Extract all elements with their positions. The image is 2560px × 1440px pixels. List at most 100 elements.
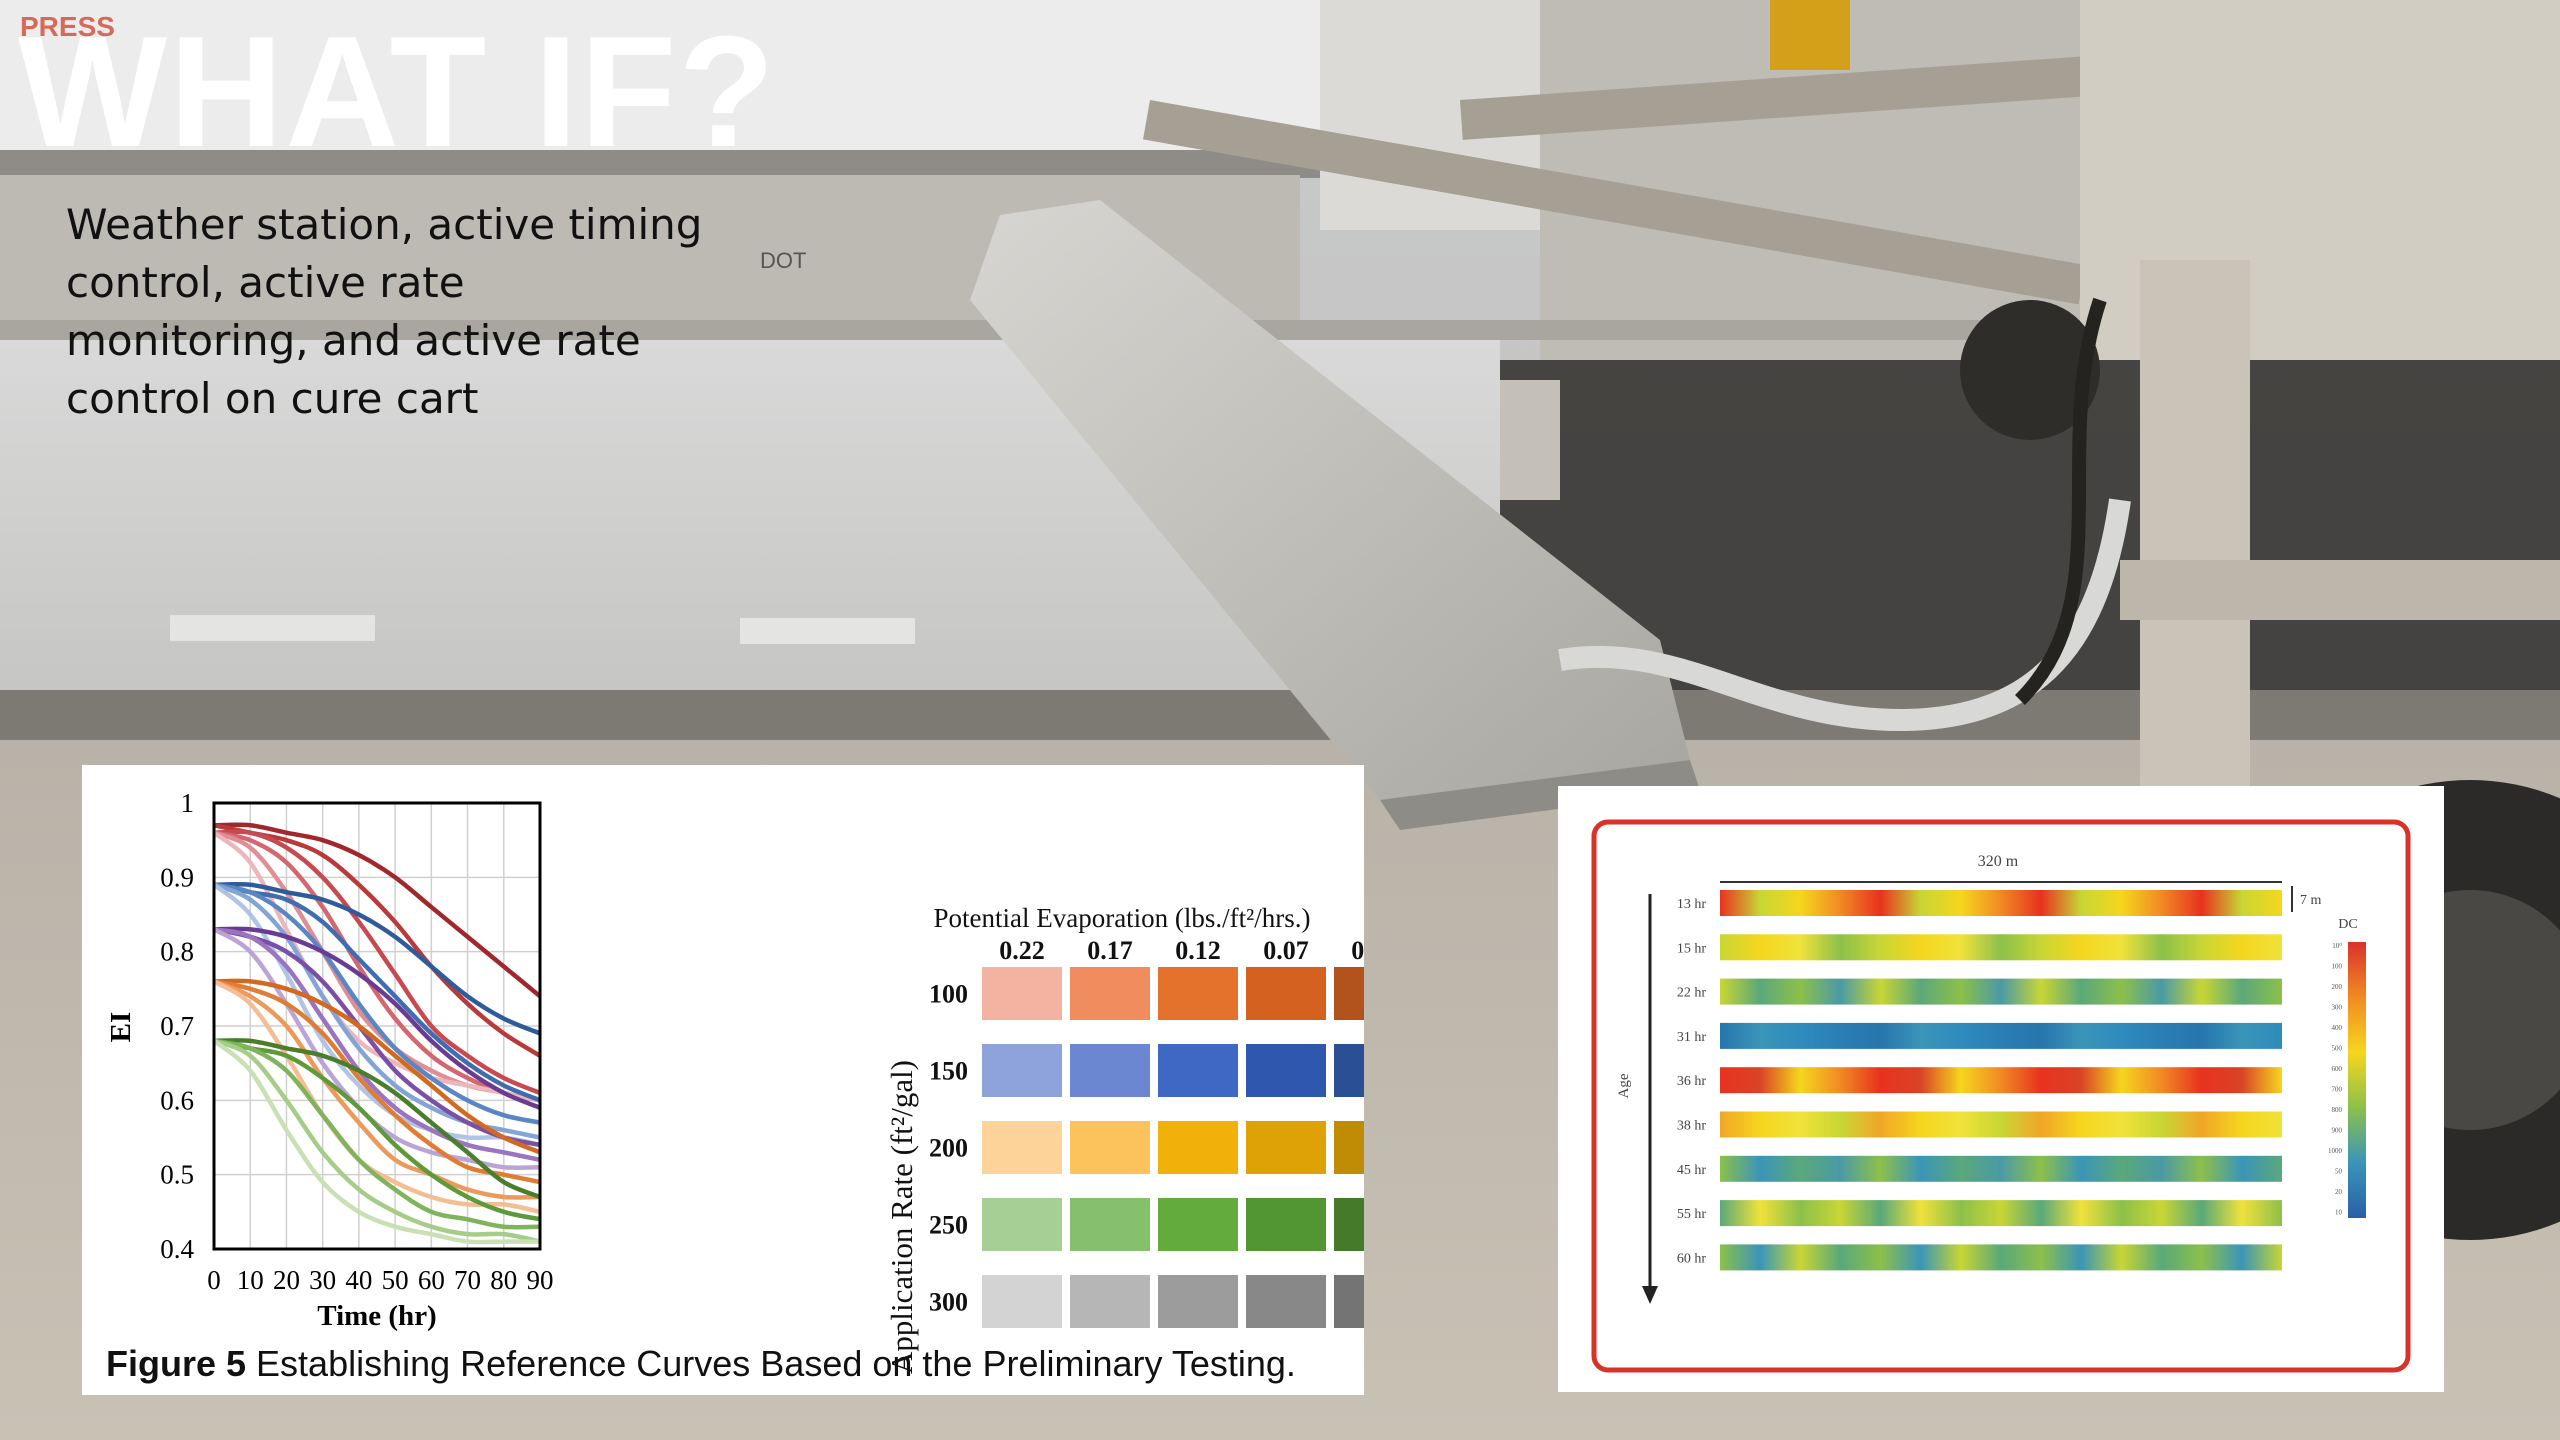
heatmap-legend-tick-label: 300 [2332, 1004, 2343, 1012]
age-arrow-head [1642, 1286, 1658, 1304]
heatmap-legend-title: DC [2338, 917, 2357, 932]
matrix-cell [1158, 1198, 1238, 1251]
chart-series-line-1 [213, 822, 542, 999]
heatmap-legend-tick-label: 200 [2332, 983, 2343, 991]
matrix-cell [1246, 1121, 1326, 1174]
chart-x-axis-label: Time (hr) [317, 1300, 436, 1332]
matrix-column-labels: 0.22 0.17 0.12 0.07 0.02 [999, 936, 1364, 965]
chart-x-tick-label: 70 [454, 1265, 481, 1295]
chart-series-line-3 [213, 829, 541, 1095]
heatmap-legend-ticks: 10⁰ 100 200 300 400 500 600 700 800 900 1000 50 20 10 [2328, 942, 2343, 1217]
heatmap-row-label: 36 hr [1677, 1074, 1707, 1089]
heatmap-legend-tick-label: 10 [2335, 1209, 2343, 1217]
chart-x-tick-label: 0 [207, 1265, 221, 1295]
matrix-cell [1070, 1198, 1150, 1251]
heatmap-legend-tick-label: 500 [2332, 1045, 2343, 1053]
matrix-cell [1070, 1275, 1150, 1328]
chart-x-ticks: 0 10 20 30 40 50 60 70 80 90 [207, 1265, 553, 1295]
matrix-cell [982, 1121, 1062, 1174]
matrix-cell [1334, 967, 1364, 1020]
figure-5-caption: Figure 5 Establishing Reference Curves B… [106, 1343, 1296, 1385]
heatmap-legend-tick-label: 400 [2332, 1024, 2343, 1032]
matrix-cell [1246, 1044, 1326, 1097]
matrix-cells [982, 967, 1364, 1328]
matrix-column-title: Potential Evaporation (lbs./ft²/hrs.) [933, 903, 1310, 933]
chart-series-line-22 [213, 1038, 541, 1230]
matrix-cell [982, 1198, 1062, 1251]
matrix-row-label: 100 [929, 980, 968, 1009]
chart-y-tick-label: 0.7 [160, 1011, 194, 1041]
slide-body-text: Weather station, active timing control, … [66, 200, 703, 423]
heatmap-legend-tick-label: 700 [2332, 1086, 2343, 1094]
matrix-cell [1334, 1044, 1364, 1097]
heatmap-legend-tick-label: 800 [2332, 1106, 2343, 1114]
width-dimension-label: 320 m [1978, 853, 2019, 870]
chart-series-line-18 [213, 979, 541, 1200]
barrier-text: DOT [760, 248, 806, 273]
chart-x-tick-label: 40 [345, 1265, 372, 1295]
matrix-cell [1334, 1198, 1364, 1251]
heatmap-row-label: 31 hr [1677, 1030, 1707, 1045]
matrix-row-label: 150 [929, 1057, 968, 1086]
chart-x-tick-label: 20 [273, 1265, 300, 1295]
heatmap-graphics: 320 m 7 m DC 10⁰ 100 200 300 400 500 600 700 800… [1591, 819, 2411, 1373]
matrix-row-label: 300 [929, 1288, 968, 1317]
heatmap-row-bar [1720, 1022, 2282, 1049]
heatmap-row-bar [1720, 1067, 2282, 1094]
heatmap-color-legend [2348, 942, 2366, 1218]
heatmap-legend-tick-label: 20 [2335, 1188, 2343, 1196]
chart-x-tick-label: 80 [490, 1265, 517, 1295]
heatmap-row-label: 55 hr [1677, 1207, 1707, 1222]
chart-series-line-13 [213, 927, 541, 1148]
chart-plot-frame [212, 801, 542, 1251]
heatmap-row-bar [1720, 890, 2282, 916]
chart-series-line-21 [213, 1038, 541, 1222]
chart-y-tick-label: 1 [181, 788, 195, 818]
heatmap-row-bar [1720, 1200, 2282, 1227]
matrix-row-labels: 100 150 200 250 300 [929, 980, 968, 1317]
chart-series-line-6 [212, 830, 541, 1103]
matrix-column-label: 0.02 [1351, 936, 1364, 965]
slide-title: WHAT IF? [18, 4, 777, 180]
heatmap-legend-tick-label: 100 [2332, 963, 2343, 971]
heatmap-row-bar [1720, 1155, 2282, 1182]
chart-x-tick-label: 90 [527, 1265, 554, 1295]
chart-x-tick-label: 60 [418, 1265, 445, 1295]
chart-series-group [212, 822, 542, 1245]
chart-series-line-9 [213, 882, 541, 1125]
matrix-column-label: 0.07 [1263, 936, 1309, 965]
chart-y-tick-label: 0.4 [160, 1234, 194, 1264]
matrix-cell [1246, 1198, 1326, 1251]
chart-series-line-8 [213, 882, 541, 1103]
chart-series-line-20 [213, 1038, 541, 1200]
heatmap-row-bar [1720, 934, 2282, 961]
matrix-cell [1246, 1275, 1326, 1328]
chart-y-axis-label: EI [105, 1012, 137, 1043]
matrix-row-label: 250 [929, 1211, 968, 1240]
chart-series-line-12 [213, 926, 541, 1110]
chart-series-line-23 [213, 1038, 541, 1244]
heatmap-frame [1591, 819, 2411, 1373]
matrix-cell [1158, 1044, 1238, 1097]
heatmap-row-label: 60 hr [1677, 1251, 1707, 1266]
figure-5-graphics: 10.90.80.70.60.50.4 0 10 20 30 40 50 60 70 80 90 … [105, 788, 1364, 1374]
heatmap-rows: 13 hr 15 hr 22 hr 31 hr 36 hr 38 hr 45 hr 55 hr… [1677, 890, 2282, 1271]
heatmap-row-label: 22 hr [1677, 986, 1707, 1001]
figure-5-panel: 1 0.9 0.8 0.7 0.6 0.5 0.4 0 10 20 30 40 50 60 70 80 90 … [82, 765, 1364, 1395]
matrix-cell [982, 1044, 1062, 1097]
chart-series-line-24 [212, 1039, 540, 1245]
heatmap-row-label: 13 hr [1677, 897, 1707, 912]
matrix-column-label: 0.12 [1175, 936, 1221, 965]
matrix-cell [1158, 1121, 1238, 1174]
matrix-cell [1158, 1275, 1238, 1328]
chart-y-ticks: 1 0.9 0.8 0.7 0.6 0.5 0.4 [160, 788, 194, 1264]
chart-series-line-7 [213, 881, 541, 1036]
matrix-cell [1070, 967, 1150, 1020]
matrix-column-label: 0.22 [999, 936, 1045, 965]
heatmap-legend-tick-label: 10⁰ [2332, 942, 2342, 950]
heatmap-row-bar [1720, 978, 2282, 1005]
heatmap-figure-panel: 320 m 7 m DC 10⁰ 100 200 300 400 500 600 700 800… [1558, 786, 2444, 1392]
chart-series-line-14 [213, 927, 541, 1163]
matrix-cell [1334, 1121, 1364, 1174]
